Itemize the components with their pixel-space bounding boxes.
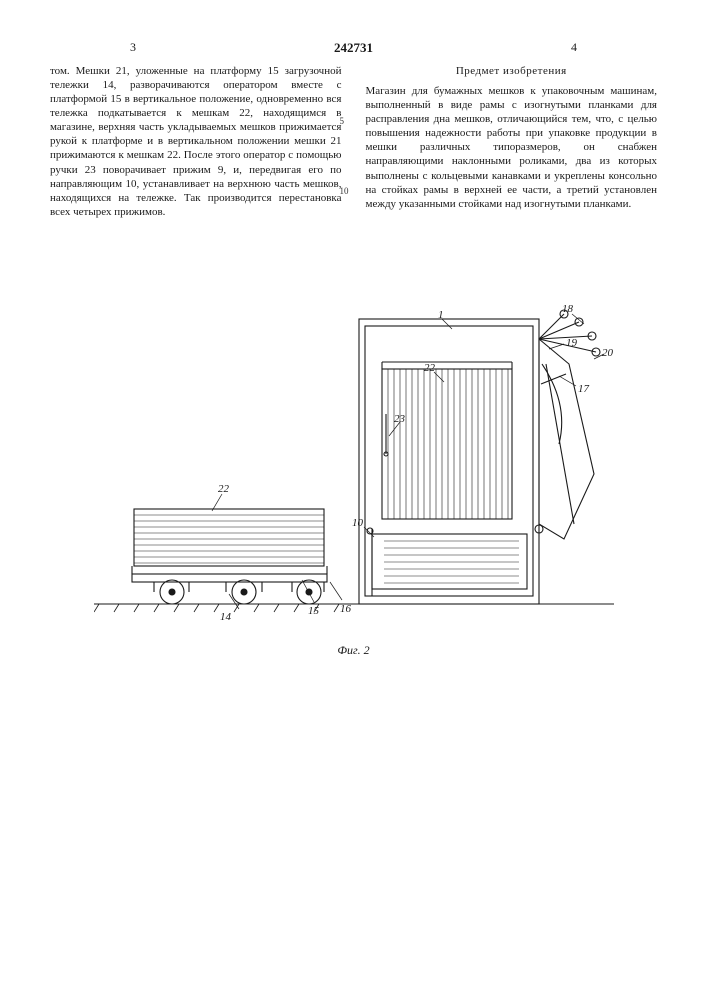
figure-drawing: 22 14 15 16 10 23 22 1 17 18 19 20 [94, 304, 614, 634]
left-column: том. Мешки 21, уложенные на платформу 15… [50, 64, 342, 219]
claim-text: Магазин для бумажных мешков к упаковочны… [366, 84, 658, 211]
ref-label: 18 [562, 304, 574, 315]
ref-label: 23 [394, 413, 406, 425]
ref-label: 17 [578, 383, 590, 395]
page-number-right: 4 [571, 40, 577, 55]
ref-label: 10 [352, 517, 364, 529]
ref-label: 22 [218, 483, 230, 495]
text-columns: том. Мешки 21, уложенные на платформу 15… [50, 64, 657, 219]
patent-figure: 22 14 15 16 10 23 22 1 17 18 19 20 Фиг. … [50, 304, 657, 658]
document-id: 242731 [334, 40, 373, 56]
ref-label: 16 [340, 603, 352, 615]
ref-label: 22 [424, 362, 436, 374]
claim-title: Предмет изобретения [366, 64, 658, 78]
ref-label: 14 [220, 611, 232, 623]
ref-label: 1 [438, 309, 444, 321]
ref-label: 15 [308, 605, 320, 617]
figure-caption: Фиг. 2 [50, 643, 657, 658]
ref-label: 20 [602, 347, 614, 359]
ref-label: 19 [566, 337, 578, 349]
page-number-left: 3 [130, 40, 136, 55]
line-number: 10 [340, 186, 349, 196]
right-column: Предмет изобретения Магазин для бумажных… [366, 64, 658, 219]
line-number: 5 [340, 116, 345, 126]
